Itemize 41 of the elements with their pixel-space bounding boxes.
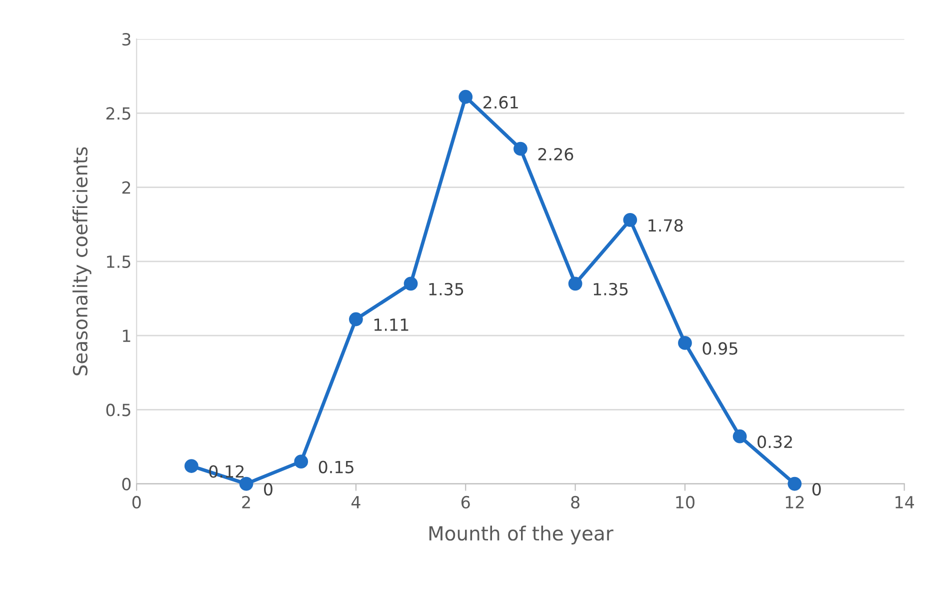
y-tick-label: 0 (122, 478, 131, 490)
y-tick-label: 0.5 (106, 404, 130, 416)
point (239, 476, 254, 491)
point (568, 276, 582, 291)
x-tick-label: 4 (351, 496, 360, 508)
x-tick-label: 6 (461, 496, 470, 509)
data-label: 0.95 (702, 342, 738, 355)
data-label: 0 (812, 482, 821, 496)
y-tick-label: 3 (122, 33, 130, 46)
point (458, 90, 473, 104)
y-tick-label: 2.5 (106, 107, 130, 120)
point (514, 142, 528, 156)
data-label: 1.35 (594, 282, 628, 296)
y-tick-label: 1.5 (107, 256, 130, 268)
x-tick-label: 0 (132, 496, 141, 509)
data-label: 1.78 (648, 219, 683, 232)
data-label: 1.11 (374, 318, 408, 331)
point (184, 459, 198, 473)
data-label: 1.35 (429, 282, 464, 296)
y-tick-label: 2 (122, 181, 130, 194)
x-tick-label: 12 (786, 496, 804, 508)
x-tick-label: 2 (242, 496, 250, 508)
data-label: 0.32 (758, 436, 792, 448)
y-tick-label: 1 (122, 330, 130, 342)
point (788, 476, 802, 491)
data-label: 2.61 (484, 96, 518, 109)
data-label: 2.26 (538, 148, 574, 161)
data-label: 0.12 (209, 465, 244, 478)
point (294, 454, 308, 469)
point (732, 429, 747, 444)
point (404, 276, 418, 291)
x-tick-label: 14 (896, 496, 914, 508)
data-label: 0.15 (318, 460, 354, 474)
data-label: 0 (264, 482, 272, 496)
x-tick-label: 8 (571, 496, 580, 509)
point (348, 312, 363, 326)
y-axis-title: Seasonality coefficients (72, 147, 92, 376)
point (678, 336, 692, 350)
x-tick-label: 10 (676, 496, 694, 509)
point (623, 212, 638, 227)
x-axis-title: Mounth of the year (429, 526, 614, 544)
